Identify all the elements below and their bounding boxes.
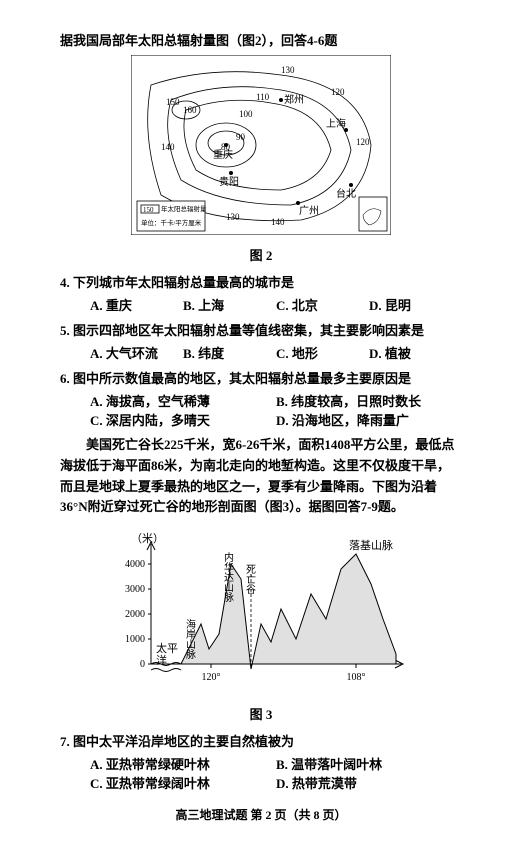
fig3-y4: 4000	[125, 559, 145, 570]
contour-140a: 140	[161, 142, 175, 152]
figure-2-caption: 图 2	[60, 245, 462, 264]
fig3-coast: 海岸山脉	[184, 618, 196, 659]
q7-b: B. 温带落叶阔叶林	[276, 754, 462, 773]
q4-d: D. 昆明	[369, 295, 462, 314]
contour-130b: 130	[226, 212, 240, 222]
city-chongqing: 重庆	[213, 148, 233, 161]
legend-sample: 150	[143, 206, 154, 214]
legend-unit: 单位：千卡/平方厘米	[141, 218, 202, 227]
q4-options: A. 重庆 B. 上海 C. 北京 D. 昆明	[60, 295, 462, 314]
contour-120b: 120	[356, 137, 370, 147]
contour-140b: 140	[271, 217, 285, 227]
q6-c: C. 深居内陆，多晴天	[90, 410, 276, 429]
fig3-x1: 108°	[347, 672, 366, 683]
q4-stem: 4. 下列城市年太阳辐射总量最高的城市是	[60, 272, 462, 291]
figure-3-caption: 图 3	[60, 704, 462, 723]
fig3-pacific2: 洋	[156, 653, 167, 667]
q6-stem: 6. 图中所示数值最高的地区，其太阳辐射总量最多主要原因是	[60, 368, 462, 387]
legend-title: 年太阳总辐射量	[161, 204, 207, 213]
q6-d: D. 沿海地区，降雨量广	[276, 410, 462, 429]
contour-120a: 120	[331, 87, 345, 97]
q5-options: A. 大气环流 B. 纬度 C. 地形 D. 植被	[60, 343, 462, 362]
fig3-y3: 3000	[125, 584, 145, 595]
q4-a: A. 重庆	[90, 295, 183, 314]
q7-c: C. 亚热带常绿阔叶林	[90, 773, 276, 792]
q7-options: A. 亚热带常绿硬叶林 B. 温带落叶阔叶林 C. 亚热带常绿阔叶林 D. 热带…	[60, 754, 462, 792]
contour-90: 90	[236, 132, 246, 142]
contour-150: 150	[166, 97, 180, 107]
q5-d: D. 植被	[369, 343, 462, 362]
figure-2: 130 120 120 110 100 90 80 150 160 140 13…	[60, 55, 462, 239]
city-taibei: 台北	[336, 187, 356, 200]
q7-a: A. 亚热带常绿硬叶林	[90, 754, 276, 773]
q6-b: B. 纬度较高，日照时数长	[276, 391, 462, 410]
city-guangzhou: 广州	[299, 205, 319, 217]
q4-c: C. 北京	[276, 295, 369, 314]
city-shanghai: 上海	[326, 117, 346, 130]
q5-b: B. 纬度	[183, 343, 276, 362]
contour-160: 160	[183, 105, 197, 115]
fig3-y1: 1000	[125, 634, 145, 645]
q5-c: C. 地形	[276, 343, 369, 362]
fig3-death: 死亡谷	[244, 564, 256, 595]
fig3-pacific1: 太平	[156, 642, 178, 655]
q7-d: D. 热带荒漠带	[276, 773, 462, 792]
contour-100: 100	[239, 109, 253, 119]
q5-stem: 5. 图示四部地区年太阳辐射总量等值线密集，其主要影响因素是	[60, 320, 462, 339]
fig3-huada: 内华达山脉	[222, 551, 234, 602]
city-zhengzhou: 郑州	[284, 93, 304, 106]
fig3-y2: 2000	[125, 609, 145, 620]
q6-options: A. 海拔高，空气稀薄 B. 纬度较高，日照时数长 C. 深居内陆，多晴天 D.…	[60, 391, 462, 429]
q5-a: A. 大气环流	[90, 343, 183, 362]
q6-a: A. 海拔高，空气稀薄	[90, 391, 276, 410]
contour-110: 110	[256, 92, 270, 102]
page-footer: 高三地理试题 第 2 页（共 8 页）	[60, 806, 462, 823]
fig3-ylabel: （米）	[131, 532, 164, 545]
city-guiyang: 贵阳	[219, 175, 239, 188]
q7-stem: 7. 图中太平洋沿岸地区的主要自然植被为	[60, 731, 462, 750]
fig3-rocky: 落基山脉	[349, 538, 393, 552]
passage-7-9: 美国死亡谷长225千米，宽6-26千米，面积1408平方公里，最低点海拔低于海平…	[60, 435, 462, 518]
fig3-y0: 0	[140, 659, 145, 670]
q4-b: B. 上海	[183, 295, 276, 314]
intro-4-6: 据我国局部年太阳总辐射量图（图2），回答4-6题	[60, 30, 462, 49]
fig3-x0: 120°	[202, 672, 221, 683]
contour-130: 130	[281, 65, 295, 75]
figure-3: （米） 0 1000 2000 3000 4000 120° 108°	[60, 524, 462, 698]
